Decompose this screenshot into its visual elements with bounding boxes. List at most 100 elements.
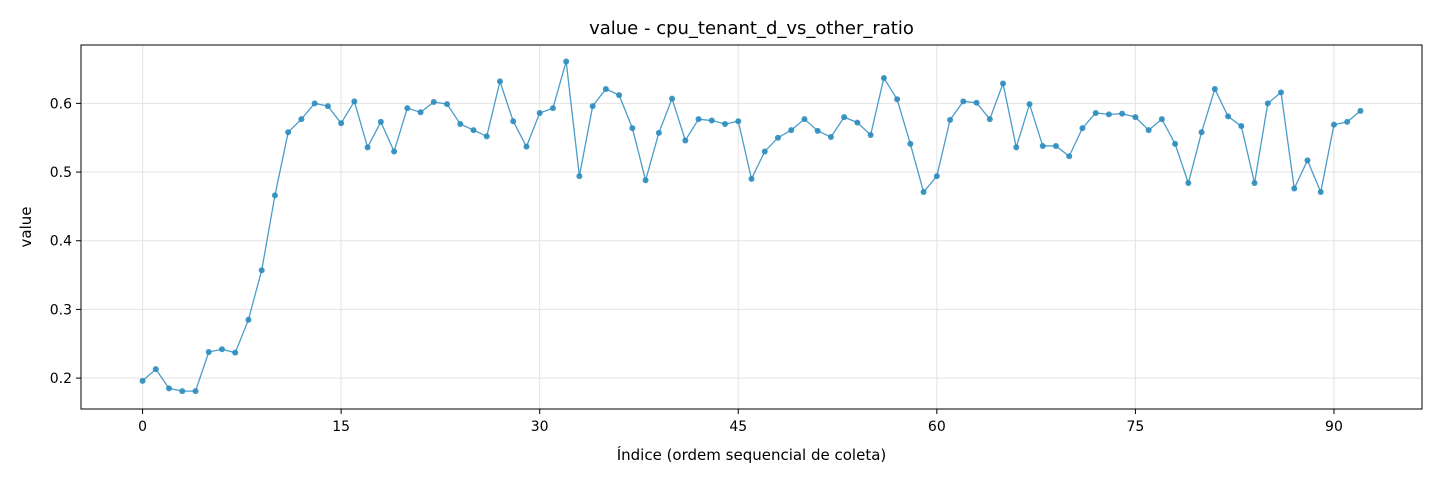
data-point xyxy=(801,116,808,123)
data-point xyxy=(907,140,914,147)
x-tick-label: 45 xyxy=(729,419,747,435)
data-point xyxy=(1092,109,1099,116)
data-point xyxy=(788,127,795,134)
data-point xyxy=(1185,180,1192,187)
data-point xyxy=(311,100,318,107)
data-point xyxy=(298,116,305,123)
data-point xyxy=(179,388,186,395)
data-point xyxy=(417,109,424,116)
data-point xyxy=(470,127,477,134)
x-tick-label: 75 xyxy=(1126,419,1144,435)
data-point xyxy=(258,267,265,274)
data-point xyxy=(1198,129,1205,136)
data-point xyxy=(708,117,715,124)
data-point xyxy=(669,95,676,102)
data-point xyxy=(960,98,967,105)
data-point xyxy=(1330,121,1337,128)
data-point xyxy=(814,127,821,134)
data-point xyxy=(576,173,583,180)
data-point xyxy=(1066,153,1073,160)
data-point xyxy=(232,349,239,356)
y-tick-label: 0.5 xyxy=(50,165,72,181)
data-point xyxy=(166,385,173,392)
data-point xyxy=(695,116,702,123)
data-point xyxy=(602,85,609,92)
ticks-layer: 0 15 30 45 60 75 90 0.2 0.3 0.4 0.5 0.6 xyxy=(50,96,1343,435)
data-point xyxy=(774,134,781,141)
data-point xyxy=(483,133,490,140)
plot-frame xyxy=(80,44,1423,410)
data-point xyxy=(536,109,543,116)
data-point xyxy=(722,120,729,127)
data-point xyxy=(1278,89,1285,96)
data-point xyxy=(1145,127,1152,134)
y-tick-label: 0.6 xyxy=(50,96,72,112)
data-point xyxy=(894,96,901,103)
data-point xyxy=(1211,85,1218,92)
data-point xyxy=(430,99,437,106)
data-point xyxy=(245,316,252,323)
data-point xyxy=(205,348,212,355)
data-point xyxy=(1158,116,1165,123)
data-point xyxy=(589,103,596,110)
x-tick-label: 30 xyxy=(531,419,549,435)
data-point xyxy=(523,143,530,150)
data-point xyxy=(1344,118,1351,125)
data-point xyxy=(761,148,768,155)
data-point xyxy=(735,118,742,125)
series-line xyxy=(142,61,1361,392)
data-point xyxy=(1317,188,1324,195)
y-tick-label: 0.3 xyxy=(50,302,72,318)
data-point xyxy=(324,103,331,110)
data-point xyxy=(880,74,887,81)
data-point xyxy=(1264,100,1271,107)
series-layer xyxy=(139,58,1364,395)
data-point xyxy=(867,131,874,138)
data-point xyxy=(139,377,146,384)
data-point xyxy=(218,346,225,353)
data-point xyxy=(192,388,199,395)
data-point xyxy=(616,92,623,99)
data-point xyxy=(841,114,848,121)
data-point xyxy=(444,101,451,108)
data-point xyxy=(1291,185,1298,192)
data-point xyxy=(338,120,345,127)
chart-title: value - cpu_tenant_d_vs_other_ratio xyxy=(589,18,914,39)
data-point xyxy=(1013,144,1020,151)
data-point xyxy=(642,177,649,184)
y-tick-label: 0.2 xyxy=(50,371,72,387)
data-point xyxy=(920,188,927,195)
data-point xyxy=(1039,142,1046,149)
data-point xyxy=(629,125,636,132)
data-point xyxy=(854,119,861,126)
data-point xyxy=(1251,180,1258,187)
data-point xyxy=(1026,101,1033,108)
data-point xyxy=(1172,140,1179,147)
grid-layer xyxy=(81,45,1422,409)
data-point xyxy=(510,118,517,125)
data-point xyxy=(404,105,411,112)
x-tick-label: 0 xyxy=(138,419,147,435)
data-point xyxy=(457,120,464,127)
x-axis-label: Índice (ordem sequencial de coleta) xyxy=(617,445,887,464)
data-point xyxy=(1304,157,1311,164)
x-tick-label: 15 xyxy=(332,419,350,435)
data-point xyxy=(655,129,662,136)
data-point xyxy=(1132,114,1139,121)
x-tick-label: 90 xyxy=(1325,419,1343,435)
data-point xyxy=(973,99,980,106)
data-point xyxy=(351,98,358,105)
data-point xyxy=(1119,110,1126,117)
data-point xyxy=(1225,113,1232,120)
data-point xyxy=(563,58,570,65)
y-axis-label: value xyxy=(17,207,35,248)
x-tick-label: 60 xyxy=(928,419,946,435)
data-point xyxy=(496,78,503,85)
data-point xyxy=(1105,111,1112,118)
data-point xyxy=(947,116,954,123)
data-point xyxy=(1079,125,1086,132)
data-point xyxy=(682,137,689,144)
data-point xyxy=(986,116,993,123)
